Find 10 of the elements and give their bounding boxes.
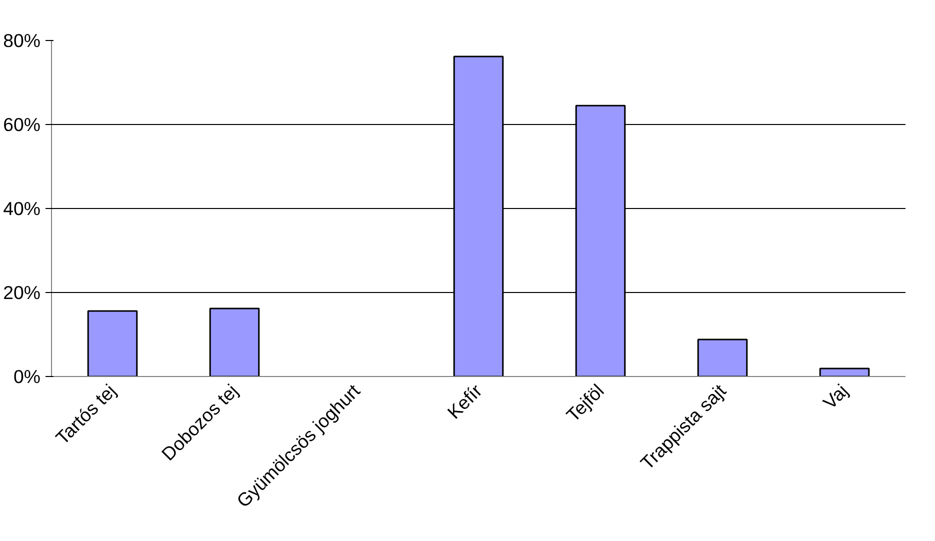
bar (697, 338, 748, 376)
y-tick-label: 40% (3, 198, 41, 219)
y-tick-label: 60% (3, 114, 41, 135)
x-tick-label: Vaj (818, 380, 852, 414)
y-tick-label: 80% (3, 30, 41, 51)
bar (209, 308, 260, 376)
bar (87, 310, 138, 376)
y-tick-label: 0% (14, 366, 41, 387)
y-tick-label: 20% (3, 282, 41, 303)
bar (819, 368, 870, 376)
